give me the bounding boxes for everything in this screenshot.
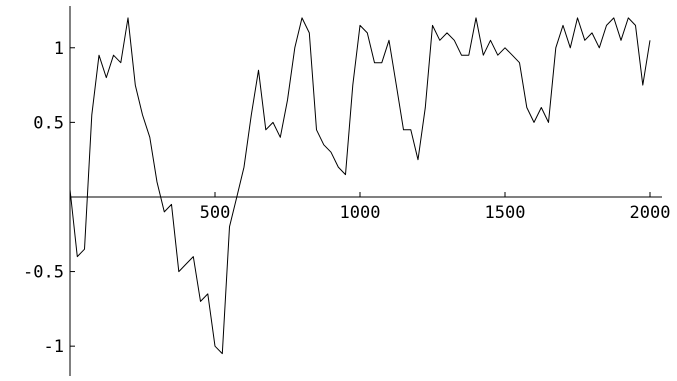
y-tick-label: -1: [44, 337, 64, 357]
x-ticks: 500 1000 1500 2000: [200, 191, 671, 223]
y-tick-label: 1: [54, 39, 64, 59]
x-tick-label: 2000: [630, 203, 671, 223]
y-ticks: 1 0.5 -0.5 -1: [23, 39, 75, 357]
series-line: [69, 17, 651, 355]
series-layer: [69, 17, 651, 355]
x-tick-label: 1000: [340, 203, 381, 223]
x-tick-label: 1500: [485, 203, 526, 223]
x-tick-label: 500: [200, 203, 231, 223]
y-tick-label: -0.5: [23, 263, 64, 283]
y-tick-label: 0.5: [33, 113, 64, 133]
